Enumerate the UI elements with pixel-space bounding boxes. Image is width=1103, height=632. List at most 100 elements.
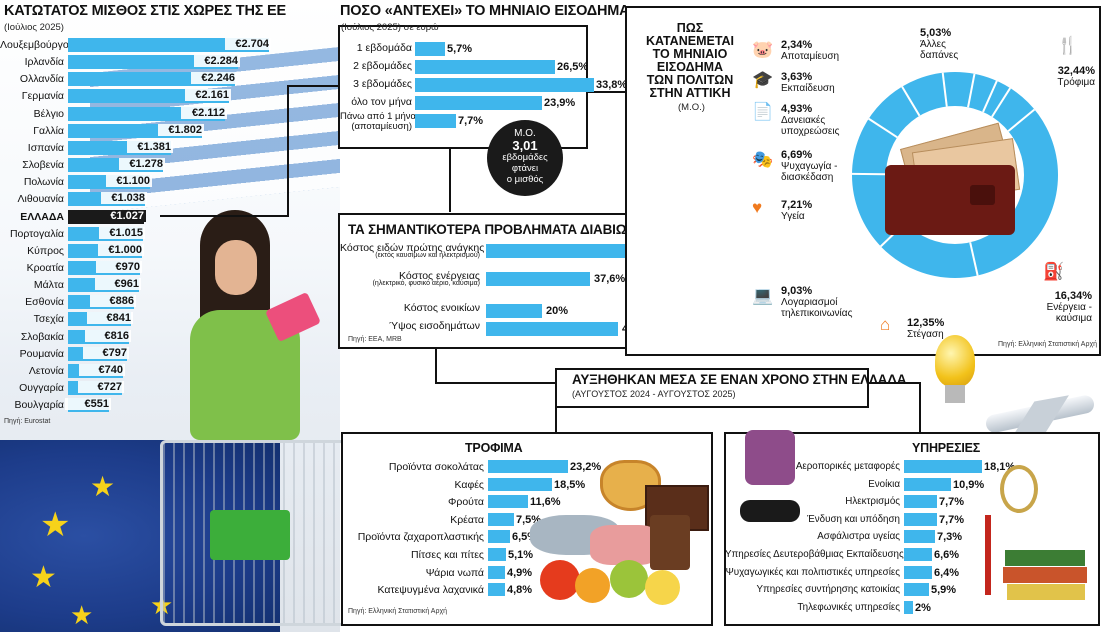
min-wage-country-label: Γαλλία <box>33 124 64 137</box>
food-bar <box>488 477 552 491</box>
food-category-label: Προϊόντα σοκολάτας <box>388 461 484 473</box>
income-category-label: (αποταμίευση) <box>351 121 412 132</box>
donut-slice-divider <box>991 87 1012 118</box>
min-wage-title: ΚΑΤΩΤΑΤΟΣ ΜΙΣΘΟΣ ΣΤΙΣ ΧΩΡΕΣ ΤΗΣ ΕΕ <box>4 3 286 19</box>
income-value-label: 33,8% <box>596 79 628 91</box>
income-category-label: 3 εβδομάδες <box>353 78 412 90</box>
food-category-label: Καφές <box>454 478 485 491</box>
increases-title: ΑΥΞΗΘΗΚΑΝ ΜΕΣΑ ΣΕ ΕΝΑΝ ΧΡΟΝΟ ΣΤΗΝ ΕΛΛΑΔΑ <box>572 372 907 387</box>
distribution-category: Άλλες <box>920 39 946 50</box>
service-category-label: Υπηρεσίες συντήρησης κατοικίας <box>756 584 900 596</box>
distribution-category: Στέγαση <box>907 329 944 340</box>
average-text-weeks: εβδομάδες <box>502 152 548 163</box>
service-category-label: Υπηρεσίες Δευτεροβάθμιας Εκπαίδευσης <box>725 549 904 560</box>
min-wage-country-label: Λετονία <box>28 364 64 377</box>
min-wage-country-label: Γερμανία <box>21 90 64 103</box>
average-label: Μ.Ο. <box>514 128 536 139</box>
food-bar <box>488 565 505 579</box>
donut-slice-divider <box>982 80 998 113</box>
min-wage-country-label: Ρουμανία <box>19 347 64 360</box>
food-value-label: 4,9% <box>507 566 533 579</box>
distribution-label: 12,35% Στέγαση <box>907 317 945 341</box>
food-photo <box>530 460 709 615</box>
min-wage-country-label: Κροατία <box>26 261 64 274</box>
problem-value-label: 20% <box>546 305 569 317</box>
problems-source: Πηγή: ΕΕΑ, MRB <box>348 336 402 343</box>
income-category-label: όλο τον μήνα <box>351 96 412 108</box>
income-value-label: 26,5% <box>557 61 589 73</box>
income-bar <box>415 114 456 128</box>
food-value-label: 5,1% <box>508 549 534 561</box>
service-value-label: 7,3% <box>937 531 963 544</box>
distribution-label: 6,69% Ψυχαγωγία - διασκέδαση <box>781 150 838 184</box>
donut-slice-divider <box>901 86 921 117</box>
keys-books-photo <box>985 455 1095 615</box>
distribution-value: 5,03% <box>920 27 952 39</box>
distribution-category: Ψυχαγωγία - <box>781 161 838 172</box>
distribution-category: δαπάνες <box>920 50 959 61</box>
food-value-label: 18,5% <box>554 478 586 491</box>
house-icon: ⌂ <box>880 315 891 334</box>
distribution-source: Πηγή: Ελληνική Στατιστική Αρχή <box>998 341 1098 348</box>
food-category-label: Πίτσες και πίτες <box>411 549 484 561</box>
service-bar <box>904 477 951 491</box>
average-text-salary: ο μισθός <box>506 174 544 185</box>
service-value-label: 5,9% <box>931 584 957 597</box>
donut-slice-divider <box>1007 108 1036 132</box>
min-wage-country-label: Πολωνία <box>23 176 64 189</box>
income-bar <box>415 78 594 92</box>
min-wage-country-label: Μάλτα <box>33 279 64 292</box>
eu-star-icon: ★ <box>90 471 116 502</box>
service-bar <box>904 495 937 509</box>
lightbulb-icon <box>935 335 975 387</box>
problem-category-label: Ύψος εισοδημάτων <box>389 320 480 332</box>
min-wage-country-label: Ουγγαρία <box>19 382 64 394</box>
min-wage-source: Πηγή: Eurostat <box>4 418 51 425</box>
service-bar <box>904 583 929 597</box>
service-category-label: Ηλεκτρισμός <box>845 496 900 508</box>
food-bar <box>488 548 506 561</box>
min-wage-subtitle: (Ιούλιος 2025) <box>4 22 64 33</box>
service-category-label: Ένδυση και υπόδηση <box>807 513 900 525</box>
services-chart: Αεροπορικές μεταφορές 18,1% Ενοίκια 10,9% Ηλ… <box>725 460 1025 620</box>
min-wage-value-label: €727 <box>78 381 124 393</box>
income-bar <box>415 42 445 56</box>
distribution-title-line: ΣΤΗΝ ΑΤΤΙΚΗ <box>649 86 731 100</box>
food-value-label: 23,2% <box>570 461 602 473</box>
service-value-label: 7,7% <box>939 513 965 526</box>
min-wage-value-label: €2.284 <box>194 55 240 68</box>
distribution-title-line: ΠΩΣ <box>676 21 704 35</box>
min-wage-chart: Λουξεμβούργο €2.704 Ιρλανδία €2.284 Ολλανδία… <box>0 38 285 416</box>
distribution-title-line: ΕΙΣΟΔΗΜΑ <box>656 60 724 74</box>
food-bar <box>488 530 510 544</box>
eu-star-icon: ★ <box>70 600 94 630</box>
problem-bar <box>486 322 618 336</box>
distribution-category: Ενέργεια - <box>1046 302 1092 313</box>
distribution-category: Λογαριασμοί <box>781 297 838 308</box>
food-category-label: Κρέατα <box>450 513 484 526</box>
average-text-suffices: φτάνει <box>511 163 539 174</box>
min-wage-value-label: €2.161 <box>185 89 231 102</box>
min-wage-value-label: €1.381 <box>127 140 173 153</box>
distribution-category: τηλεπικοινωνίας <box>781 308 853 319</box>
problem-category-label: (εκτός καυσίμων και ηλεκτρισμού) <box>375 252 480 259</box>
shopper-woman-photo <box>160 210 350 630</box>
service-category-label: Ψυχαγωγικές και πολιτιστικές υπηρεσίες <box>725 566 900 578</box>
food-title: ΤΡΟΦΙΜΑ <box>465 441 523 455</box>
problem-bar <box>486 304 542 318</box>
min-wage-value-label: €551 <box>65 398 111 411</box>
income-value-label: 5,7% <box>447 43 473 55</box>
distribution-value: 12,35% <box>907 317 945 329</box>
min-wage-value-label: €1.278 <box>119 158 165 171</box>
min-wage-country-label: Πορτογαλία <box>9 227 64 240</box>
distribution-label: 5,03% Άλλες δαπάνες <box>920 27 959 62</box>
service-bar <box>904 600 913 614</box>
distribution-title-line: ΤΩΝ ΠΟΛΙΤΩΝ <box>646 73 734 87</box>
clothes-photo <box>740 430 800 540</box>
theater-masks-icon: 🎭 <box>752 150 774 169</box>
service-value-label: 2% <box>915 601 931 614</box>
problem-bar <box>486 272 590 286</box>
min-wage-value-label: €1.027 <box>100 209 146 222</box>
distribution-value: 4,93% <box>781 103 813 115</box>
